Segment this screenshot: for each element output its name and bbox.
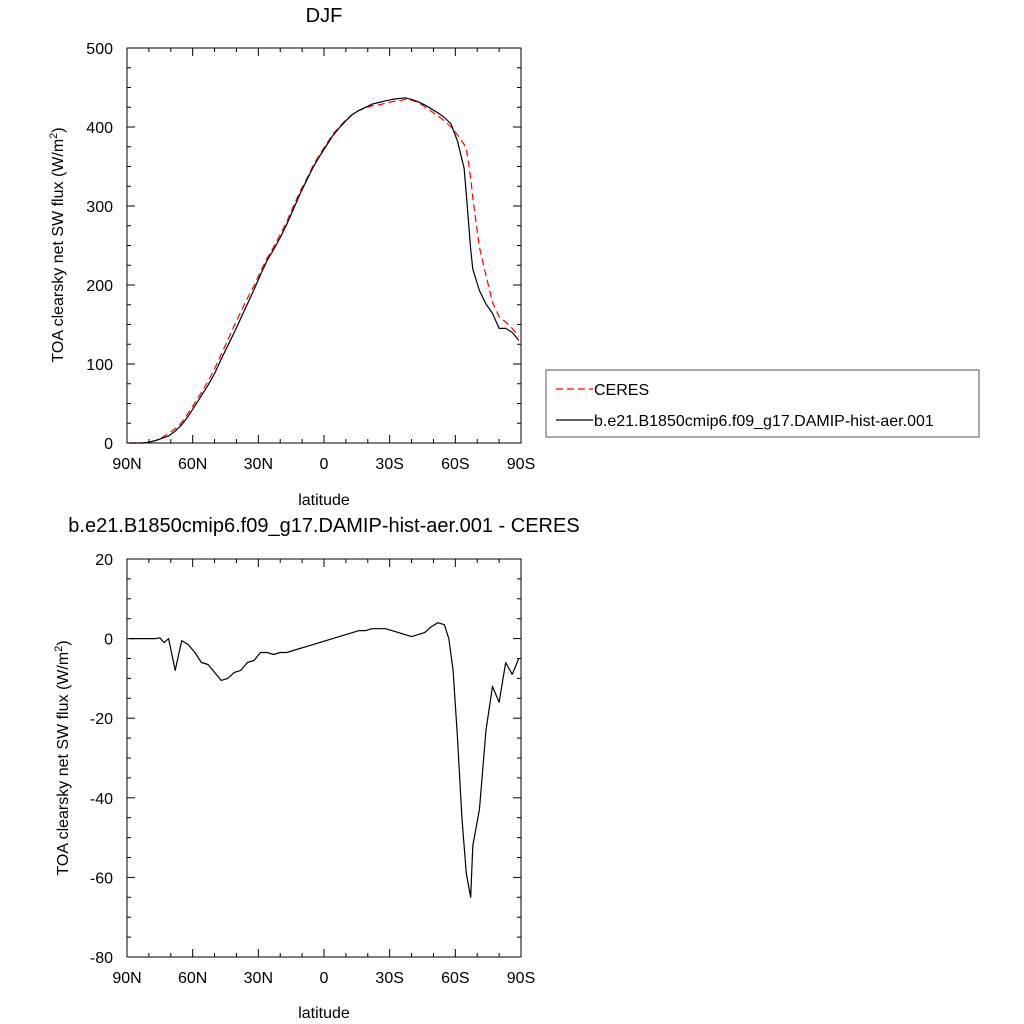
top-chart-series-lines — [129, 97, 520, 444]
legend-box — [545, 369, 980, 438]
top-chart-y-axis-label: TOA clearsky net SW flux (W/m2) — [48, 127, 67, 362]
bottom-chart-y-axis-label-tail: ) — [55, 640, 72, 645]
bottom-chart-plot-frame — [126, 558, 522, 958]
bottom-chart-x-tick-label: 90N — [112, 970, 141, 987]
top-chart-x-tick-label: 60S — [441, 456, 469, 473]
bottom-chart-y-axis-label-sup: 2 — [53, 646, 65, 652]
top-chart-x-tick-label: 90N — [112, 456, 141, 473]
bottom-chart-y-tick-label: -20 — [90, 711, 113, 728]
bottom-chart-series-difference-line — [129, 622, 520, 898]
top-chart-y-tick-label: 500 — [86, 41, 113, 58]
top-chart-x-axis-label: latitude — [298, 492, 350, 509]
bottom-chart-series-lines — [129, 622, 520, 898]
bottom-chart-x-tick-label: 30N — [244, 970, 273, 987]
bottom-chart-panel: b.e21.B1850cmip6.f09_g17.DAMIP-hist-aer.… — [53, 515, 580, 1022]
top-chart-x-tick-label: 0 — [320, 456, 329, 473]
top-chart-x-tick-label: 90S — [507, 456, 535, 473]
top-chart-legend: CERES b.e21.B1850cmip6.f09_g17.DAMIP-his… — [545, 369, 980, 438]
legend-label-model: b.e21.B1850cmip6.f09_g17.DAMIP-hist-aer.… — [594, 413, 934, 430]
top-chart-y-tick-label: 200 — [86, 278, 113, 295]
top-chart-y-tick-label: 400 — [86, 120, 113, 137]
top-chart-x-tick-label: 30N — [244, 456, 273, 473]
bottom-chart-x-ticks: 90N 60N 30N 0 30S 60S 90S — [112, 559, 535, 987]
bottom-chart-x-tick-label: 60N — [178, 970, 207, 987]
bottom-chart-x-tick-label: 0 — [320, 970, 329, 987]
top-chart-y-ticks: 0 100 200 300 400 500 — [86, 41, 521, 453]
bottom-chart-y-tick-label: 20 — [95, 552, 113, 569]
bottom-chart-x-axis-label: latitude — [298, 1005, 350, 1022]
top-chart-series-b-e21-b1850cmip6-f09-g17-damip-hist-aer-001-line — [129, 97, 520, 444]
bottom-chart-y-tick-label: -60 — [90, 870, 113, 887]
top-chart-plot-frame — [126, 47, 522, 444]
bottom-chart-y-tick-label: -40 — [90, 791, 113, 808]
top-chart-y-axis-label-tail: ) — [50, 127, 67, 132]
bottom-chart-y-tick-label: 0 — [104, 632, 113, 649]
top-chart-y-axis-label-sup: 2 — [48, 133, 60, 139]
bottom-chart-x-tick-label: 30S — [375, 970, 403, 987]
top-chart-y-tick-label: 300 — [86, 199, 113, 216]
bottom-chart-x-tick-label: 90S — [507, 970, 535, 987]
bottom-chart-y-ticks: -80 -60 -40 -20 0 20 — [90, 552, 521, 967]
top-chart-y-axis-label-main: TOA clearsky net SW flux (W/m — [50, 139, 67, 363]
top-chart-y-tick-label: 0 — [104, 436, 113, 453]
bottom-chart-y-tick-label: -80 — [90, 950, 113, 967]
top-chart-x-ticks: 90N 60N 30N 0 30S 60S 90S — [112, 48, 535, 473]
bottom-chart-y-axis-label-main: TOA clearsky net SW flux (W/m — [55, 652, 72, 876]
top-chart-x-tick-label: 60N — [178, 456, 207, 473]
bottom-chart-x-tick-label: 60S — [441, 970, 469, 987]
top-chart-y-tick-label: 100 — [86, 357, 113, 374]
legend-label-ceres: CERES — [594, 382, 649, 399]
top-chart-panel: DJF 90N 60N 30N 0 30S 60S 90S 0 100 200 300 400 500… — [48, 5, 980, 509]
top-chart-x-tick-label: 30S — [375, 456, 403, 473]
top-chart-title: DJF — [306, 5, 343, 27]
bottom-chart-title: b.e21.B1850cmip6.f09_g17.DAMIP-hist-aer.… — [68, 515, 579, 537]
bottom-chart-y-axis-label: TOA clearsky net SW flux (W/m2) — [53, 640, 72, 875]
